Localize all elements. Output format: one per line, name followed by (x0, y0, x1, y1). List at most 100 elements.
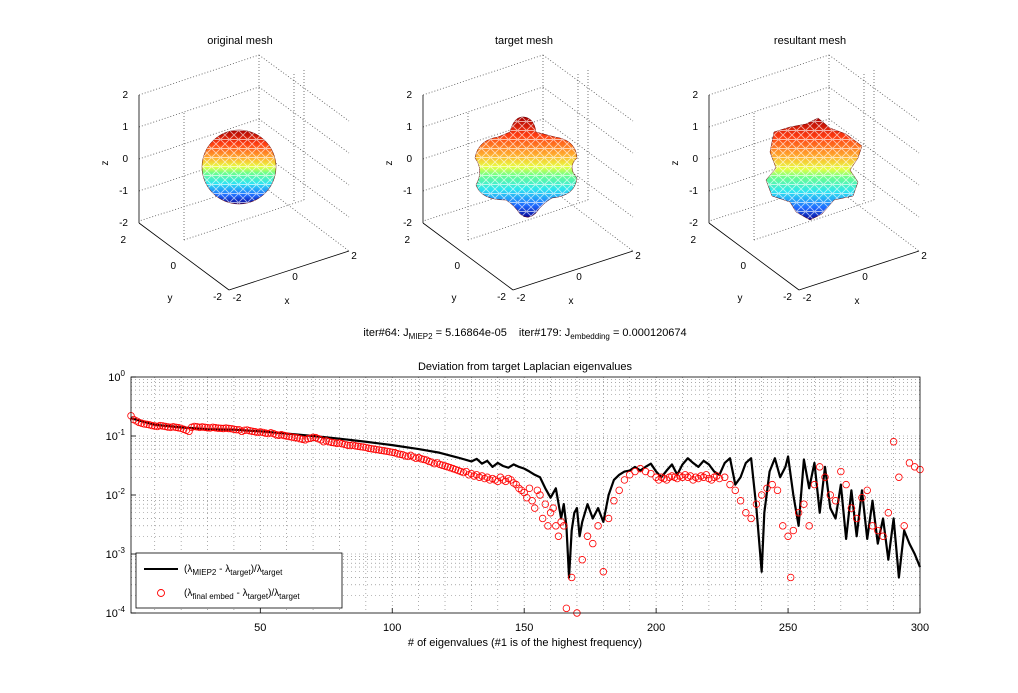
final-embed-data-point (367, 444, 375, 453)
y-tick: -2 (783, 292, 792, 303)
legend-entry-final-embed: (λfinal embed - λtarget)/λtarget (184, 588, 300, 601)
x-axis-label: # of eigenvalues (#1 is of the highest f… (408, 637, 642, 649)
final-embed-data-point (715, 474, 724, 483)
z-tick: 2 (406, 90, 412, 101)
final-embed-data-point (272, 431, 280, 439)
caption-miep-subscript: MIEP2 (409, 332, 434, 341)
final-embed-data-point (641, 467, 650, 476)
final-embed-data-point (604, 514, 613, 523)
final-embed-data-point (377, 446, 386, 455)
final-embed-data-point (821, 473, 829, 481)
x-ticks: -2 0 2 (803, 251, 928, 304)
x-tick: 0 (576, 272, 582, 283)
final-embed-data-point (472, 471, 481, 479)
final-embed-data-point (333, 439, 341, 448)
mesh-surface (474, 116, 578, 218)
final-embed-data-point (364, 444, 373, 452)
mesh-surface (765, 117, 863, 221)
final-embed-data-point (211, 424, 220, 432)
final-embed-data-point (810, 480, 819, 489)
final-embed-data-point (246, 427, 254, 435)
final-embed-data-point (494, 477, 502, 486)
final-embed-data-point (816, 463, 824, 471)
y-tick-label: 100 (108, 369, 125, 384)
final-embed-data-point (219, 424, 228, 433)
panel-title: original mesh (207, 35, 272, 47)
final-embed-data-point (847, 504, 856, 512)
final-embed-data-point (304, 435, 312, 443)
final-embed-data-point (251, 428, 259, 436)
final-embed-data-point (768, 480, 776, 489)
legend-circle-swatch (157, 589, 165, 597)
final-embed-data-point (502, 477, 510, 486)
final-embed-data-point (517, 486, 526, 495)
final-embed-data-point (285, 432, 294, 441)
final-embed-data-point (227, 424, 235, 433)
final-embed-data-point (372, 445, 381, 454)
final-embed-data-point (483, 473, 491, 481)
x-axis-label: x (285, 296, 290, 307)
z-tick: -2 (119, 218, 128, 229)
final-embed-data-point (713, 472, 721, 480)
final-embed-data-point (536, 491, 544, 499)
final-embed-data-point (401, 452, 410, 460)
x-ticks: -2 0 2 (233, 251, 358, 304)
final-embed-data-point (757, 491, 766, 499)
final-embed-data-point (905, 459, 914, 467)
final-embed-data-point (544, 522, 552, 530)
final-embed-data-point (800, 500, 808, 508)
caption-embed-value: = 0.000120674 (610, 327, 687, 339)
final-embed-data-point (161, 422, 169, 431)
x-tick: 2 (635, 251, 641, 262)
z-tick: 2 (122, 90, 128, 101)
final-embed-data-point (538, 514, 547, 523)
final-embed-data-point (578, 556, 586, 564)
y-tick: -2 (213, 292, 222, 303)
y-tick-exponent: 0 (121, 369, 126, 378)
final-embed-data-point (261, 429, 270, 437)
z-tick: 1 (406, 122, 412, 133)
final-embed-data-point (655, 476, 663, 484)
final-embed-data-point (567, 573, 576, 582)
y-tick: -2 (497, 292, 506, 303)
final-embed-data-point (280, 431, 288, 440)
final-embed-data-point (533, 486, 542, 495)
final-embed-data-point (325, 438, 333, 446)
target-mesh-panel: target mesh (384, 35, 641, 307)
final-embed-data-point (335, 439, 344, 447)
final-embed-data-point (531, 504, 539, 512)
final-embed-data-point (789, 526, 798, 535)
final-embed-data-point (203, 424, 212, 432)
z-tick: 2 (692, 90, 698, 101)
final-embed-data-point (689, 476, 697, 484)
final-embed-data-point (380, 447, 389, 455)
legend-text: (λ (184, 588, 192, 599)
final-embed-data-point (736, 497, 745, 505)
final-embed-data-point (673, 474, 681, 483)
caption-embed-subscript: embedding (570, 332, 610, 341)
final-embed-data-point (420, 455, 428, 464)
final-embed-data-point (143, 420, 151, 428)
final-embed-data-point (831, 497, 840, 505)
final-embed-data-point (248, 427, 257, 436)
final-embed-data-point (557, 518, 565, 526)
y-tick-exponent: -2 (118, 487, 126, 496)
z-axis-label: z (384, 161, 395, 166)
final-embed-data-point (275, 431, 283, 439)
x-axis-label: x (569, 296, 574, 307)
y-tick: 2 (404, 235, 410, 246)
final-embed-data-point (222, 424, 230, 432)
legend-text: )/λ (251, 564, 262, 575)
legend-subscript: MIEP2 (192, 568, 217, 577)
x-tick: 2 (351, 251, 357, 262)
final-embed-data-point (217, 424, 225, 433)
caption-embed-prefix: iter#179: J (519, 327, 570, 339)
final-embed-data-point (549, 504, 557, 512)
z-tick: -2 (403, 218, 412, 229)
legend-subscript: target (230, 568, 251, 577)
z-tick: -1 (689, 186, 698, 197)
legend-subscript: target (262, 568, 283, 577)
final-embed-data-point (148, 421, 156, 430)
final-embed-data-point (726, 480, 734, 489)
